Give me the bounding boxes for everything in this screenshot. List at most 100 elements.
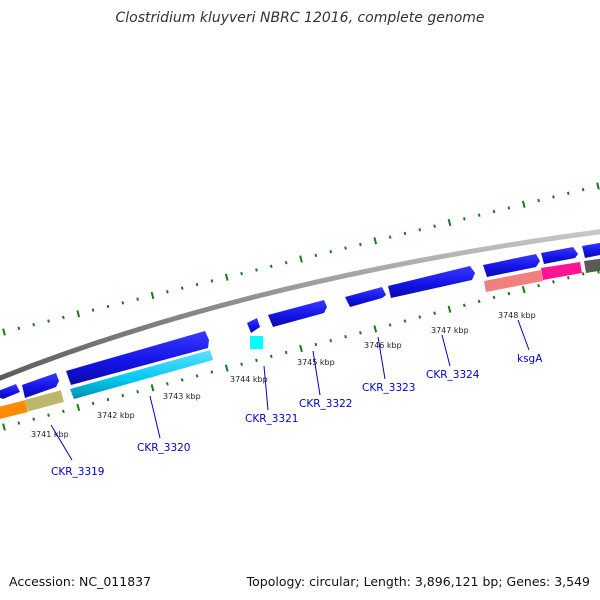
major-tick (373, 237, 378, 245)
minor-tick (195, 282, 199, 287)
minor-tick (507, 206, 511, 210)
gene-label-ksga[interactable]: ksgA (517, 353, 543, 365)
minor-tick (32, 323, 36, 327)
outer-tick-ring (2, 182, 600, 336)
minor-tick (418, 315, 422, 319)
minor-tick (566, 191, 570, 195)
minor-tick (418, 228, 422, 232)
gene-label-ckr3324[interactable]: CKR_3324 (426, 369, 480, 381)
tick-label-3747: 3747 kbp (431, 326, 469, 335)
minor-tick (91, 401, 95, 406)
tick-label-3743: 3743 kbp (163, 392, 201, 401)
minor-tick (477, 299, 481, 304)
gene-arrow-cckr3322 (268, 300, 327, 327)
minor-tick (284, 260, 288, 265)
minor-tick (477, 213, 481, 217)
minor-tick (433, 224, 436, 228)
gene-arrow-cckr3323 (388, 266, 475, 298)
gene-label-ckr3321[interactable]: CKR_3321 (245, 413, 298, 425)
feature-cyan-small (250, 336, 263, 349)
major-tick (224, 273, 229, 281)
topology-text: Topology: circular; Length: 3,896,121 bp… (246, 574, 590, 589)
minor-tick (492, 209, 496, 214)
major-tick (76, 403, 81, 412)
gene-label-leaders (50, 319, 530, 461)
gene-arrow-cckr3324 (483, 254, 540, 277)
minor-tick (388, 323, 392, 327)
gene-label-ckr3319[interactable]: CKR_3319 (51, 466, 104, 478)
accession-text: Accession: NC_011837 (9, 574, 152, 589)
minor-tick (329, 250, 333, 254)
minor-tick (314, 253, 318, 258)
reverse-strand-track (0, 258, 600, 420)
gene-label-ckr3322[interactable]: CKR_3322 (299, 398, 352, 410)
feature-orange (0, 400, 28, 420)
major-tick (224, 364, 229, 372)
tick-label-3745: 3745 kbp (297, 358, 335, 367)
feature-khaki (25, 390, 64, 412)
minor-tick (17, 421, 21, 425)
major-tick (76, 310, 81, 318)
minor-tick (240, 271, 243, 276)
tick-label-3748: 3748 kbp (498, 311, 536, 320)
gene-arrow-forward (0, 384, 20, 399)
map-title: Clostridium kluyveri NBRC 12016, complet… (115, 10, 485, 26)
minor-tick (344, 335, 347, 339)
major-tick (596, 182, 600, 190)
minor-tick (552, 195, 555, 199)
minor-tick (507, 291, 511, 296)
minor-tick (284, 350, 288, 355)
minor-tick (463, 217, 466, 221)
major-tick (521, 285, 526, 294)
minor-tick (314, 342, 318, 347)
gene-label-ckr3320[interactable]: CKR_3320 (137, 442, 190, 454)
tick-label-3742: 3742 kbp (97, 411, 135, 420)
minor-tick (344, 246, 347, 250)
minor-tick (359, 331, 362, 335)
minor-tick (552, 280, 555, 284)
minor-tick (329, 338, 333, 343)
gene-arrow-ksga (541, 247, 578, 264)
major-tick (521, 200, 526, 208)
gene-arrow-forward (22, 373, 59, 398)
minor-tick (62, 315, 65, 320)
gene-arrow-forward (582, 242, 600, 258)
minor-tick (17, 326, 21, 331)
forward-strand-track (0, 242, 600, 399)
inner-tick-ring (2, 266, 600, 431)
major-tick (2, 423, 6, 431)
minor-tick (47, 319, 50, 323)
minor-tick (255, 268, 258, 272)
minor-tick (180, 378, 184, 382)
minor-tick (121, 301, 125, 305)
tick-label-3746: 3746 kbp (364, 341, 402, 350)
major-tick (150, 384, 155, 392)
minor-tick (166, 290, 169, 294)
minor-tick (62, 409, 65, 414)
minor-tick (403, 231, 407, 236)
kbp-scale-labels: 3741 kbp 3742 kbp 3743 kbp 3744 kbp 3745… (31, 311, 536, 439)
major-tick (299, 344, 303, 353)
tick-label-3741: 3741 kbp (31, 430, 69, 439)
minor-tick (566, 276, 570, 280)
minor-tick (165, 382, 169, 386)
minor-tick (269, 264, 273, 268)
major-tick (150, 291, 155, 300)
minor-tick (136, 389, 140, 394)
minor-tick (47, 413, 50, 417)
minor-tick (359, 242, 362, 247)
minor-tick (537, 283, 540, 288)
minor-tick (121, 393, 125, 398)
tick-label-3744: 3744 kbp (230, 375, 268, 384)
major-tick (299, 255, 303, 263)
genome-backbone (0, 229, 600, 381)
minor-tick (388, 235, 392, 239)
minor-tick (255, 358, 258, 362)
minor-tick (403, 319, 407, 323)
minor-tick (433, 311, 437, 315)
gene-label-ckr3323[interactable]: CKR_3323 (362, 382, 415, 394)
minor-tick (581, 187, 585, 192)
minor-tick (136, 297, 139, 301)
minor-tick (106, 304, 110, 309)
